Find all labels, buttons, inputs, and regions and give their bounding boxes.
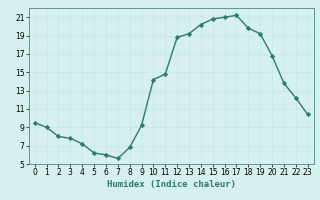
X-axis label: Humidex (Indice chaleur): Humidex (Indice chaleur)	[107, 180, 236, 189]
